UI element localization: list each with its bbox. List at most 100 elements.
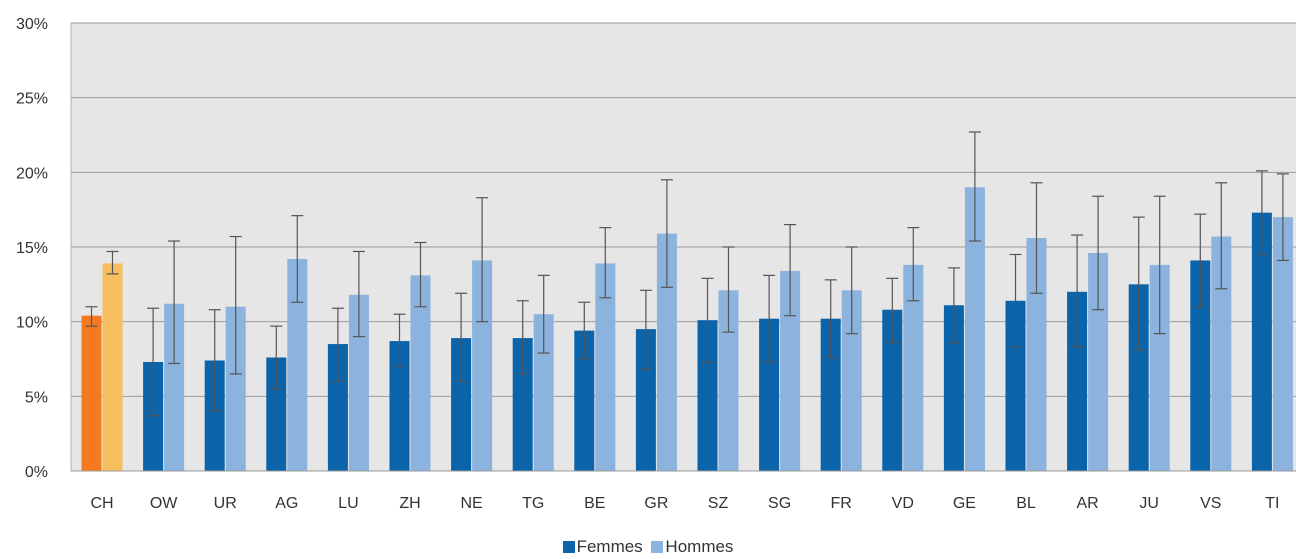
y-tick-label: 10% (16, 315, 48, 332)
y-axis-tick-labels: 0% 5% 10% 15% 20% 25% 30% (16, 16, 48, 481)
bar-femmes-ow (143, 361, 164, 471)
y-tick-label: 5% (25, 389, 48, 406)
y-tick-label: 0% (25, 464, 48, 481)
error-bar-hommes-tg (537, 274, 550, 354)
error-bar-femmes-ti (1255, 170, 1268, 256)
x-tick-label: GE (953, 495, 976, 512)
bar-hommes-ju (1149, 264, 1170, 471)
bar-femmes-ne (451, 338, 472, 471)
bar-hommes-vd (903, 264, 924, 471)
error-bar-hommes-ow (168, 240, 181, 365)
legend-item-femmes: Femmes (562, 537, 643, 557)
error-bar-hommes-sg (784, 224, 797, 317)
error-bar-hommes-bl (1030, 182, 1043, 294)
bar-femmes-be (574, 330, 595, 471)
x-tick-label: AG (275, 495, 298, 512)
x-tick-label: OW (150, 495, 178, 512)
bar-hommes-lu (348, 294, 369, 471)
x-tick-label: FR (831, 495, 852, 512)
bar-hommes-ne (472, 260, 493, 471)
error-bar-hommes-sz (722, 246, 735, 333)
error-bar-hommes-ar (1092, 195, 1105, 311)
error-bar-hommes-be (599, 226, 612, 299)
error-bar-hommes-ne (476, 197, 489, 323)
error-bar-femmes-fr (824, 279, 837, 359)
bar-femmes-ur (204, 360, 225, 471)
error-bar-femmes-ne (455, 292, 468, 382)
x-tick-label: SG (768, 495, 791, 512)
bar-femmes-ti (1251, 212, 1272, 472)
bar-hommes-sg (780, 270, 801, 471)
error-bar-femmes-lu (331, 307, 344, 382)
bar-hommes-ow (164, 303, 185, 471)
bar-femmes-ch (81, 315, 102, 471)
legend-label-hommes: Hommes (665, 537, 734, 556)
x-tick-label: AR (1076, 495, 1098, 512)
error-bar-femmes-sg (763, 274, 776, 363)
error-bar-hommes-ch (106, 250, 119, 275)
bars (81, 187, 1293, 472)
bar-hommes-be (595, 263, 616, 471)
bar-hommes-vs (1211, 236, 1232, 471)
x-tick-label: UR (214, 495, 237, 512)
error-bar-hommes-zh (414, 241, 427, 308)
bar-hommes-bl (1026, 238, 1047, 471)
bar-femmes-sg (759, 318, 780, 471)
error-bar-femmes-gr (639, 289, 652, 371)
bar-hommes-ch (102, 263, 123, 471)
bar-femmes-zh (389, 341, 410, 471)
x-tick-label: CH (90, 495, 113, 512)
error-bar-femmes-zh (393, 313, 406, 368)
bar-femmes-ar (1067, 291, 1088, 471)
error-bars (85, 131, 1289, 417)
bar-femmes-ju (1128, 284, 1149, 471)
error-bar-hommes-ur (229, 235, 242, 375)
error-bar-femmes-ag (270, 325, 283, 390)
bar-hommes-fr (841, 290, 862, 471)
bar-hommes-ge (964, 187, 985, 471)
bar-femmes-lu (327, 344, 348, 471)
bar-hommes-ti (1272, 217, 1293, 471)
error-bar-femmes-sz (701, 277, 714, 363)
bar-femmes-fr (820, 318, 841, 471)
bar-femmes-vd (882, 309, 903, 471)
error-bar-femmes-ar (1071, 234, 1084, 348)
bar-hommes-ag (287, 258, 308, 471)
bar-femmes-sz (697, 320, 718, 471)
bar-femmes-ge (943, 305, 964, 471)
y-tick-label: 25% (16, 91, 48, 108)
error-bar-hommes-ti (1276, 173, 1289, 262)
bar-femmes-gr (635, 329, 656, 471)
bar-hommes-gr (656, 233, 677, 471)
x-tick-label: BL (1016, 495, 1036, 512)
error-bar-hommes-fr (845, 246, 858, 335)
x-tick-label: TI (1265, 495, 1279, 512)
bar-femmes-bl (1005, 300, 1026, 471)
bar-femmes-ag (266, 357, 287, 471)
x-tick-label: GR (644, 495, 668, 512)
y-tick-label: 30% (16, 16, 48, 33)
error-bar-femmes-vd (886, 277, 899, 344)
error-bar-hommes-vd (907, 226, 920, 302)
error-bar-femmes-ow (147, 307, 160, 417)
error-bar-hommes-ag (291, 215, 304, 303)
error-bar-hommes-gr (660, 179, 673, 288)
y-tick-label: 20% (16, 165, 48, 182)
error-bar-femmes-be (578, 301, 591, 360)
legend-item-hommes: Hommes (651, 537, 733, 557)
chart: 0% 5% 10% 15% 20% 25% 30% CH OW UR AG LU ZH NE TG BE GR… (16, 16, 1296, 512)
error-bar-hommes-lu (352, 250, 365, 338)
error-bar-femmes-ju (1132, 216, 1145, 351)
bar-hommes-zh (410, 275, 431, 471)
error-bar-femmes-tg (516, 300, 529, 375)
legend-label-femmes: Femmes (576, 537, 643, 556)
error-bar-hommes-ge (968, 131, 981, 242)
error-bar-hommes-vs (1215, 182, 1228, 290)
x-tick-label: SZ (708, 495, 729, 512)
x-tick-label: JU (1139, 495, 1159, 512)
legend: Femmes Hommes (0, 537, 1296, 557)
error-bar-femmes-ch (85, 306, 98, 327)
bar-femmes-vs (1190, 260, 1211, 471)
error-bar-hommes-ju (1153, 195, 1166, 335)
x-tick-label: LU (338, 495, 358, 512)
